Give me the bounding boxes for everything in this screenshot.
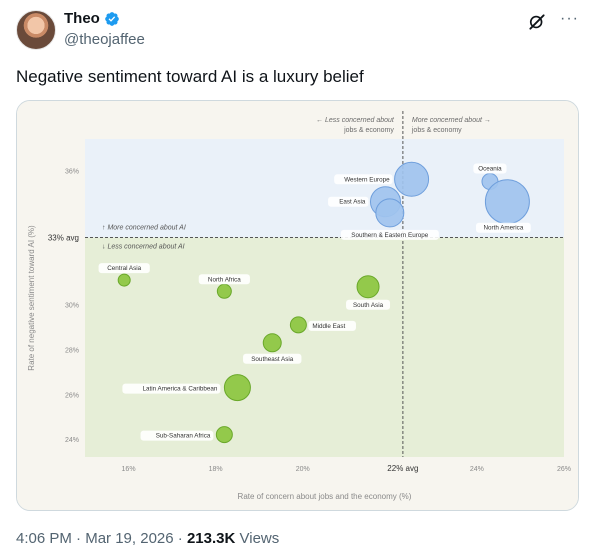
region-label-less-concerned-jobs: ← Less concerned about	[316, 117, 395, 124]
meta-separator: ·	[177, 530, 183, 547]
y-tick-label: 30%	[65, 303, 79, 310]
point-label: North America	[483, 225, 523, 232]
name-row: Theo	[64, 10, 120, 27]
point-label-background	[346, 299, 391, 310]
data-point-southeast-asia	[262, 333, 282, 353]
x-tick-label: 22% avg	[387, 464, 418, 473]
x-tick-label: 16%	[122, 466, 136, 473]
point-label-background	[473, 163, 507, 174]
tweet-media[interactable]: 16% 18% 20% 22% avg 24% 26% 24% 26% 28% 30% 33% av…	[16, 100, 579, 511]
views-label: Views	[239, 530, 280, 547]
point-label: Middle East	[312, 323, 345, 330]
point-label: Western Europe	[344, 176, 390, 183]
point-label-background	[328, 196, 369, 207]
point-label: Central Asia	[107, 265, 141, 272]
point-label-background	[140, 430, 214, 441]
avatar[interactable]	[16, 10, 56, 50]
data-point-western-europe	[394, 161, 430, 197]
region-above-average	[85, 139, 564, 238]
region-label-less-concerned-ai: ↓ Less concerned about AI	[102, 244, 185, 251]
data-point-north-america	[484, 179, 530, 225]
tweet-time[interactable]: 4:06 PM	[16, 530, 72, 547]
verified-badge-icon	[105, 11, 119, 26]
point-label-background	[243, 353, 302, 364]
data-point-latin-america-caribbean	[223, 374, 251, 402]
point-label-background	[340, 229, 439, 240]
point-label-background	[334, 174, 393, 185]
data-point-middle-east	[289, 316, 307, 334]
handle[interactable]: @theojaffee	[64, 31, 145, 48]
y-tick-label: 28%	[65, 348, 79, 355]
y-tick-label: 24%	[65, 437, 79, 444]
tweet-date[interactable]: Mar 19, 2026	[85, 530, 174, 547]
region-label-more-concerned-jobs: More concerned about →	[412, 117, 491, 124]
region-below-average	[85, 237, 564, 457]
data-point-north-africa	[216, 283, 232, 299]
more-options-icon[interactable]: ···	[560, 10, 579, 27]
point-label-background	[475, 222, 531, 233]
point-label: Oceania	[478, 166, 502, 173]
point-label: Southeast Asia	[251, 356, 294, 363]
y-axis-title: Rate of negative sentiment toward AI (%)	[27, 225, 36, 371]
tweet-meta: 4:06 PM · Mar 19, 2026 · 213.3K Views	[16, 530, 279, 547]
y-tick-label: 36%	[65, 168, 79, 175]
point-label: North Africa	[208, 276, 241, 283]
data-point-sub-saharan-africa	[215, 426, 233, 444]
x-tick-label: 26%	[557, 466, 571, 473]
x-axis-title: Rate of concern about jobs and the econo…	[238, 492, 412, 501]
point-label-background	[122, 383, 221, 394]
x-tick-label: 18%	[209, 466, 223, 473]
point-label-background	[198, 274, 250, 285]
tweet-text: Negative sentiment toward AI is a luxury…	[16, 67, 364, 86]
point-label: Sub-Saharan Africa	[156, 433, 211, 440]
point-label: Latin America & Caribbean	[143, 386, 218, 393]
views-count: 213.3K	[186, 530, 236, 547]
grok-icon[interactable]	[527, 12, 547, 32]
x-tick-label: 24%	[470, 466, 484, 473]
meta-separator: ·	[76, 530, 82, 547]
region-label-more-concerned-jobs: jobs & economy	[411, 127, 462, 134]
scatter-chart: 16% 18% 20% 22% avg 24% 26% 24% 26% 28% 30% 33% av…	[17, 101, 578, 510]
region-label-more-concerned-ai: ↑ More concerned about AI	[102, 225, 186, 232]
point-label: Southern & Eastern Europe	[351, 232, 429, 239]
tweet-header: Theo @theojaffee ···	[16, 10, 579, 50]
data-point-central-asia	[117, 273, 131, 287]
point-label: South Asia	[353, 302, 384, 309]
data-point-south-asia	[356, 275, 380, 299]
point-label: East Asia	[339, 199, 366, 206]
y-tick-label: 33% avg	[48, 234, 79, 243]
display-name[interactable]: Theo	[64, 10, 100, 27]
point-label-background	[308, 320, 356, 331]
point-label-background	[98, 263, 150, 274]
x-tick-label: 20%	[296, 466, 310, 473]
region-label-less-concerned-jobs: jobs & economy	[343, 127, 394, 134]
data-point-southern-eastern-europe	[375, 198, 405, 228]
y-tick-label: 26%	[65, 392, 79, 399]
